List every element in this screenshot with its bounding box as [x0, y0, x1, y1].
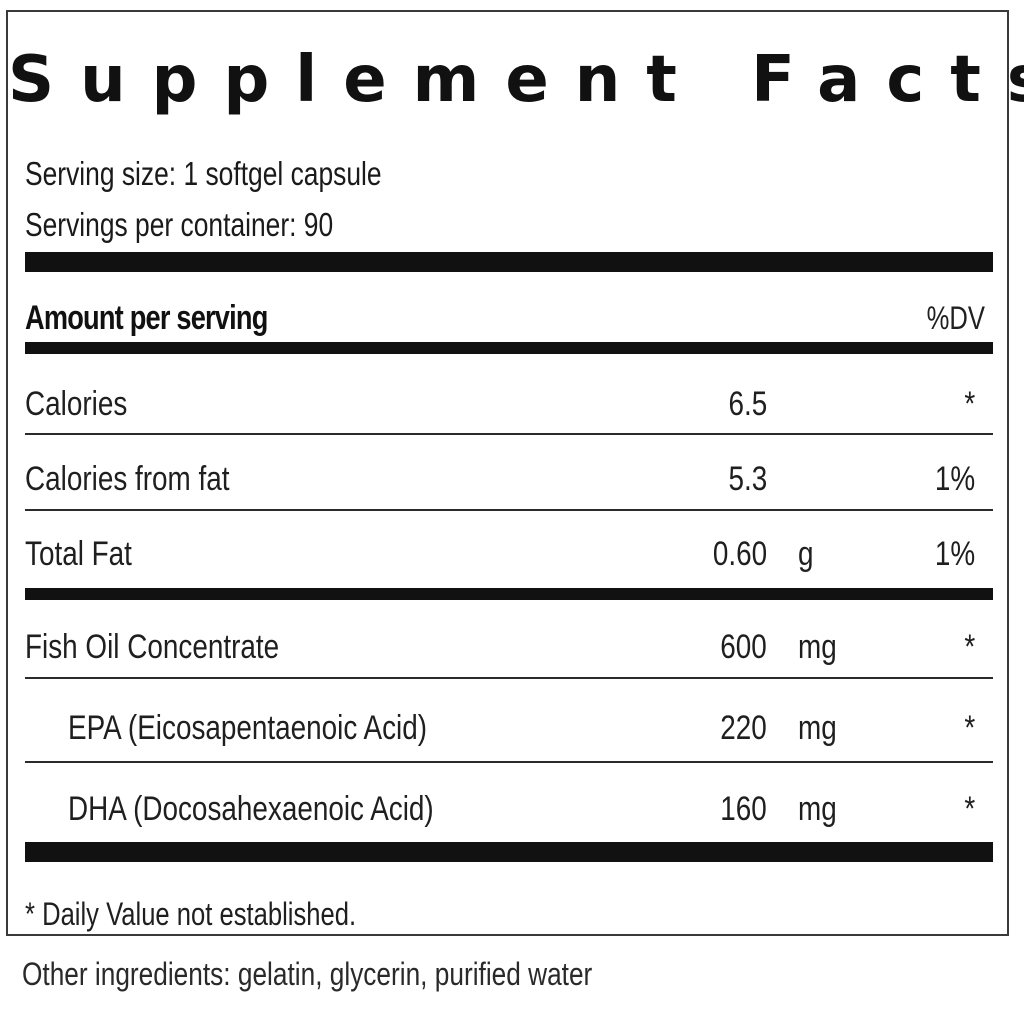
row-amount-dha: 160 — [720, 790, 767, 828]
amount-per-serving-header: Amount per serving — [25, 299, 268, 337]
row-divider — [25, 509, 993, 511]
row-divider — [25, 433, 993, 435]
row-dv-dha: * — [964, 790, 975, 828]
row-label-epa: EPA (Eicosapentaenoic Acid) — [68, 709, 428, 747]
row-divider — [25, 761, 993, 763]
row-unit-dha: mg — [798, 790, 837, 828]
row-label-calories-from-fat: Calories from fat — [25, 460, 230, 498]
row-unit-epa: mg — [798, 709, 837, 747]
row-label-fish-oil: Fish Oil Concentrate — [25, 628, 280, 666]
row-divider — [25, 677, 993, 679]
row-amount-calories-from-fat: 5.3 — [728, 460, 767, 498]
row-unit-fish-oil: mg — [798, 628, 837, 666]
other-ingredients: Other ingredients: gelatin, glycerin, pu… — [22, 956, 593, 992]
row-amount-calories: 6.5 — [728, 385, 767, 423]
row-amount-total-fat: 0.60 — [712, 535, 767, 573]
row-unit-total-fat: g — [798, 535, 814, 573]
row-label-dha: DHA (Docosahexaenoic Acid) — [68, 790, 434, 828]
row-label-total-fat: Total Fat — [25, 535, 132, 573]
row-dv-total-fat: 1% — [934, 535, 975, 573]
row-dv-calories: * — [964, 385, 975, 423]
supplement-facts-panel: Supplement Facts Serving size: 1 softgel… — [6, 10, 1024, 936]
divider-bar-top — [25, 252, 993, 272]
row-dv-epa: * — [964, 709, 975, 747]
daily-value-footnote: * Daily Value not established. — [25, 896, 357, 932]
row-label-calories: Calories — [25, 385, 128, 423]
divider-bar-header — [25, 342, 993, 354]
dv-header: %DV — [926, 300, 985, 336]
row-amount-fish-oil: 600 — [720, 628, 767, 666]
serving-size: Serving size: 1 softgel capsule — [25, 155, 382, 192]
row-dv-fish-oil: * — [964, 628, 975, 666]
panel-title: Supplement Facts — [8, 43, 1024, 117]
divider-bar-bottom — [25, 842, 993, 862]
divider-bar-middle — [25, 588, 993, 600]
row-amount-epa: 220 — [720, 709, 767, 747]
row-dv-calories-from-fat: 1% — [934, 460, 975, 498]
servings-per-container: Servings per container: 90 — [25, 206, 334, 243]
